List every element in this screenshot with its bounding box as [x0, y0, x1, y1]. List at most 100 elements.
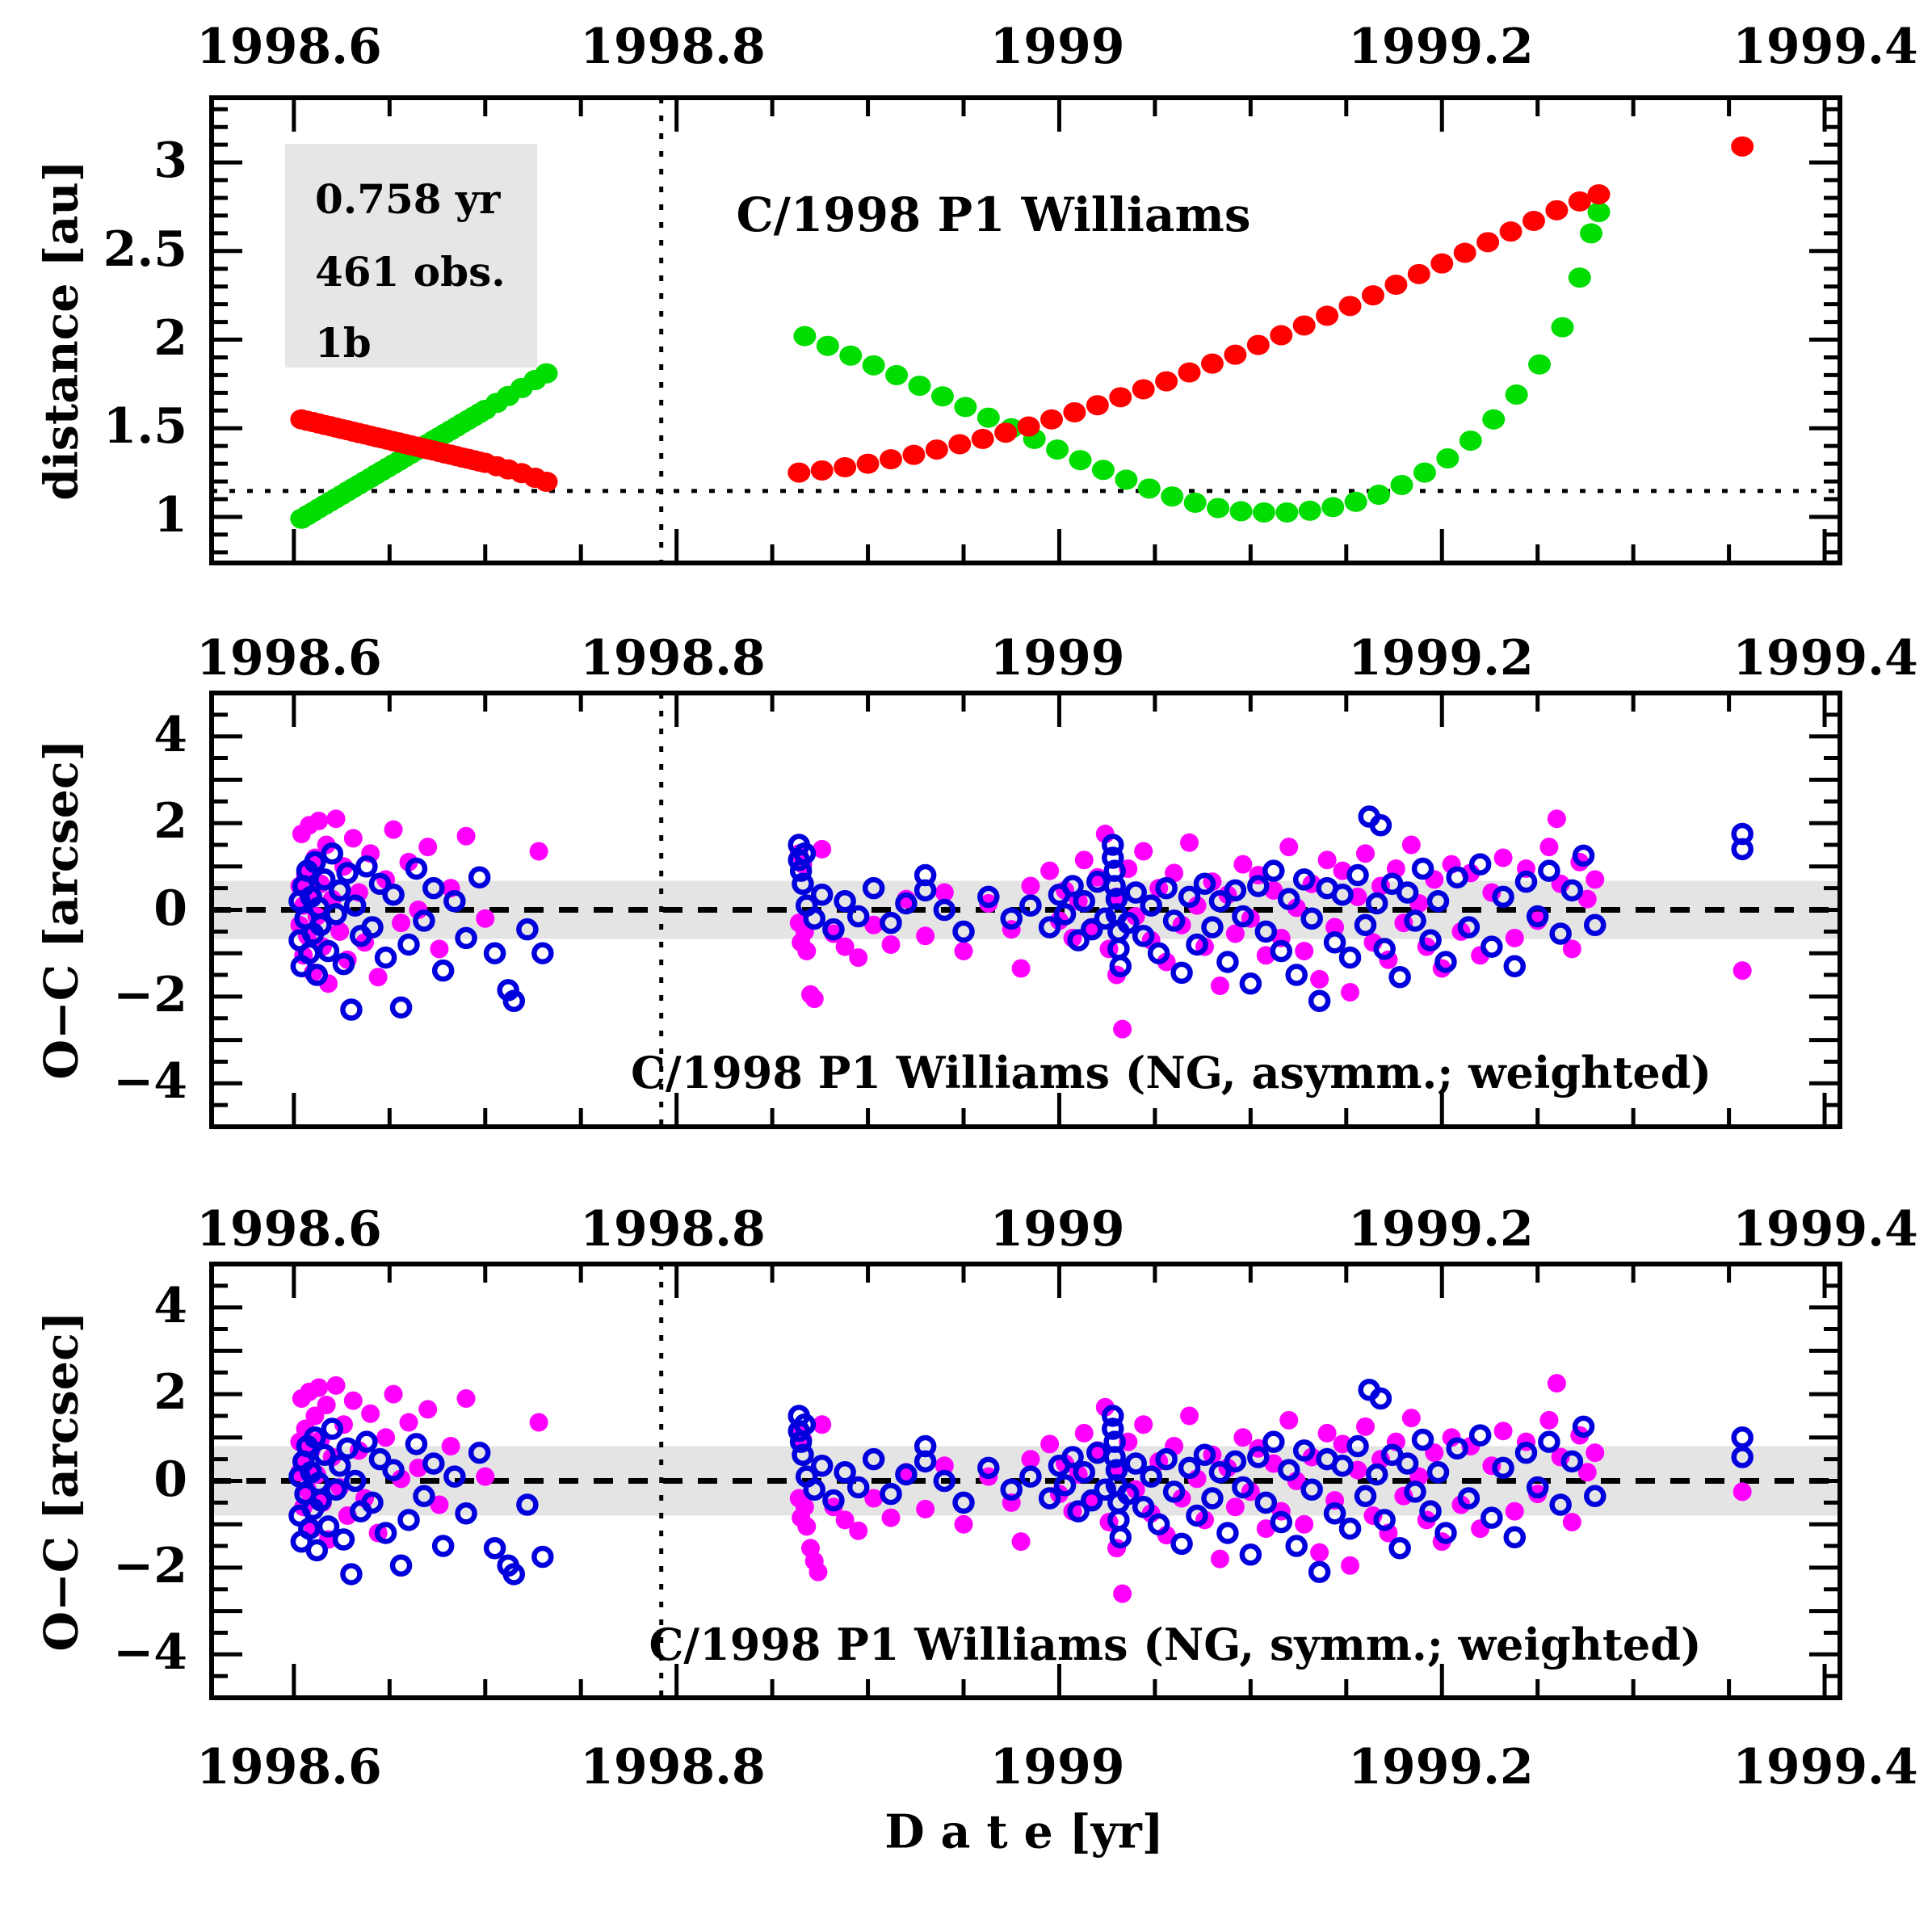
data-point-dot: [1476, 232, 1500, 253]
data-point-open: [1426, 890, 1450, 913]
data-point-open: [1262, 859, 1285, 882]
data-point-dot: [1587, 184, 1611, 205]
data-point-filled: [916, 926, 935, 946]
data-point-filled: [1233, 855, 1253, 874]
data-point-open: [1346, 863, 1369, 887]
data-point-open: [431, 959, 455, 982]
data-point-filled: [1493, 848, 1513, 867]
data-point-dot: [862, 355, 885, 376]
data-point-open: [1492, 885, 1514, 909]
data-point-open: [1457, 916, 1480, 939]
data-point-open: [1514, 870, 1538, 893]
data-point-open: [1140, 1465, 1162, 1488]
data-point-open: [361, 916, 384, 939]
data-point-filled: [1011, 1532, 1031, 1552]
data-point-filled: [1505, 1502, 1524, 1521]
panel1-title: C/1998 P1 Williams: [736, 187, 1251, 242]
x-tick-label: 1998.8: [580, 1201, 766, 1258]
data-point-filled: [456, 826, 476, 846]
data-point-dot: [1229, 501, 1253, 522]
data-point-filled: [1341, 1556, 1360, 1575]
data-point-open: [914, 1450, 937, 1473]
data-point-dot: [1183, 492, 1207, 513]
data-point-open: [1538, 859, 1560, 882]
data-point-open: [810, 883, 834, 906]
data-point-filled: [849, 948, 868, 968]
data-point-open: [822, 918, 845, 941]
series-dec-residuals: [288, 805, 1754, 1021]
data-point-dot: [1040, 409, 1063, 430]
data-point-open: [977, 885, 1000, 909]
data-point-filled: [1295, 1514, 1314, 1534]
data-point-open: [1277, 888, 1300, 910]
x-tick-label: 1998.6: [196, 630, 382, 687]
x-tick-label: 1998.6: [196, 1201, 382, 1258]
data-point-open: [397, 1509, 420, 1531]
data-point-dot: [948, 434, 972, 455]
data-point-dot: [1270, 325, 1293, 346]
data-point-open: [1538, 1430, 1560, 1453]
data-point-open: [846, 905, 870, 928]
data-point-open: [1247, 1446, 1270, 1468]
data-point-open: [382, 1459, 405, 1481]
panel-oc-symm: [209, 1262, 1842, 1700]
data-point-filled: [309, 1378, 329, 1397]
data-point-filled: [1732, 1482, 1752, 1502]
data-point-open: [1232, 1476, 1254, 1499]
data-point-dot: [1275, 502, 1299, 523]
data-point-filled: [934, 1456, 954, 1476]
data-point-filled: [1732, 961, 1752, 981]
data-point-filled: [1317, 1423, 1337, 1443]
data-point-dot: [1551, 317, 1574, 338]
data-point-dot: [930, 386, 954, 407]
data-point-filled: [326, 1376, 346, 1395]
data-point-open: [1731, 1446, 1754, 1468]
x-tick-label: 1999.2: [1348, 1739, 1534, 1796]
data-point-open: [803, 907, 825, 930]
data-point-dot: [1580, 223, 1603, 244]
data-point-dot: [1528, 354, 1552, 375]
data-point-open: [389, 996, 413, 1019]
data-point-filled: [864, 1489, 884, 1508]
data-point-open: [1285, 1535, 1308, 1557]
data-point-open: [1124, 1452, 1147, 1475]
data-point-open: [792, 1443, 814, 1467]
data-point-filled: [529, 1413, 548, 1432]
data-point-filled: [476, 909, 495, 928]
data-point-open: [895, 1463, 918, 1486]
data-point-open: [1560, 1450, 1584, 1473]
data-point-filled: [418, 1400, 438, 1419]
data-point-filled: [1134, 1415, 1153, 1434]
data-point-open: [1140, 894, 1162, 917]
data-point-dot: [816, 335, 839, 356]
data-point-open: [1232, 905, 1254, 928]
data-point-filled: [392, 1469, 411, 1489]
data-point-dot: [1086, 395, 1109, 416]
data-point-open: [374, 1522, 397, 1544]
data-point-open: [810, 1454, 834, 1477]
data-point-open: [313, 1443, 336, 1467]
data-point-filled: [309, 811, 329, 830]
data-point-open: [1061, 875, 1084, 897]
data-point-open: [309, 914, 332, 937]
data-point-filled: [1180, 1406, 1199, 1426]
data-point-filled: [1279, 838, 1299, 857]
data-point-open: [1492, 1456, 1514, 1480]
data-point-dot: [839, 345, 863, 366]
data-point-filled: [804, 989, 824, 1009]
data-point-filled: [1355, 1417, 1375, 1436]
data-point-dot: [1430, 253, 1454, 274]
data-point-open: [1365, 1463, 1388, 1486]
data-point-filled: [1210, 1549, 1229, 1569]
data-point-open: [977, 1456, 1000, 1480]
data-point-dot: [1453, 242, 1476, 263]
data-point-open: [1331, 1454, 1354, 1477]
data-point-open: [1073, 890, 1096, 913]
data-point-open: [1038, 1487, 1061, 1510]
data-point-filled: [1225, 924, 1245, 943]
x-tick-label: 1999.4: [1732, 19, 1918, 75]
data-point-filled: [954, 1514, 973, 1534]
data-point-open: [321, 1418, 343, 1440]
y-tick-label: −4: [112, 1053, 187, 1110]
data-point-open: [1346, 1434, 1369, 1458]
